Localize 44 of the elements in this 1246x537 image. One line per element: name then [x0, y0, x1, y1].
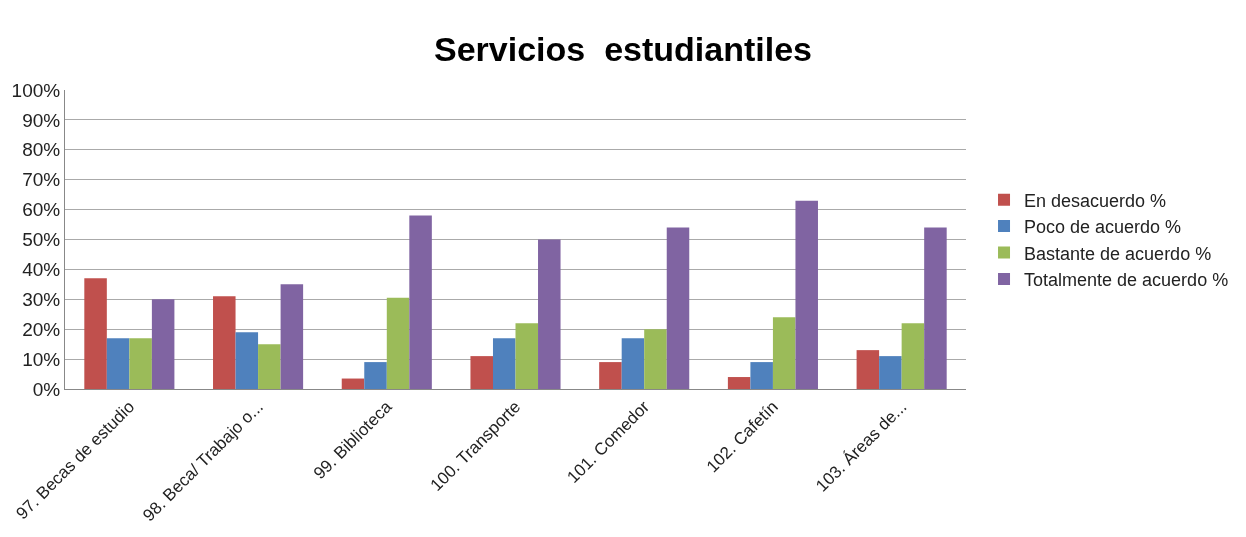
bar: [727, 377, 751, 389]
bar: [666, 227, 690, 389]
bar: [341, 378, 365, 389]
y-tick-label: 100%: [11, 79, 61, 101]
bar: [386, 297, 410, 389]
bar: [409, 215, 432, 389]
y-tick-label: 60%: [22, 199, 61, 221]
y-tick-label: 50%: [22, 229, 61, 251]
bar: [280, 284, 304, 389]
y-tick-label: 0%: [32, 378, 61, 400]
chart-title: Servicios estudiantiles: [434, 30, 812, 69]
bar: [213, 296, 236, 389]
bar: [470, 356, 493, 389]
bar: [901, 323, 925, 389]
bar: [492, 338, 516, 389]
bar: [129, 338, 152, 389]
bar: [795, 200, 818, 389]
bar: [621, 338, 645, 389]
bar: [772, 317, 796, 389]
y-tick-label: 10%: [22, 348, 61, 370]
y-tick-label: 80%: [22, 139, 61, 161]
bar: [84, 278, 107, 389]
y-tick-label: 40%: [22, 259, 61, 281]
legend-label: Poco de acuerdo %: [1024, 217, 1182, 238]
bar: [364, 362, 387, 389]
bar: [856, 350, 880, 389]
bar: [515, 323, 539, 389]
bar: [151, 299, 175, 389]
bar: [644, 329, 667, 389]
y-tick-label: 20%: [22, 318, 61, 340]
legend-label: Bastante de acuerdo %: [1024, 243, 1212, 264]
legend-label: En desacuerdo %: [1024, 190, 1167, 211]
bar: [235, 332, 259, 389]
bar: [599, 362, 622, 389]
bar: [879, 356, 902, 389]
bar: [924, 227, 947, 389]
y-tick-label: 90%: [22, 109, 61, 131]
bar: [538, 239, 561, 389]
y-tick-label: 70%: [22, 169, 61, 191]
bar: [106, 338, 130, 389]
bar: [750, 362, 773, 389]
y-tick-label: 30%: [22, 288, 61, 310]
legend-label: Totalmente de acuerdo %: [1024, 269, 1229, 290]
bar: [258, 344, 281, 389]
